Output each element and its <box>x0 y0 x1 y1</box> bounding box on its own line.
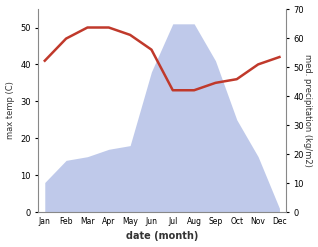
Y-axis label: max temp (C): max temp (C) <box>5 82 15 140</box>
X-axis label: date (month): date (month) <box>126 231 198 242</box>
Y-axis label: med. precipitation (kg/m2): med. precipitation (kg/m2) <box>303 54 313 167</box>
